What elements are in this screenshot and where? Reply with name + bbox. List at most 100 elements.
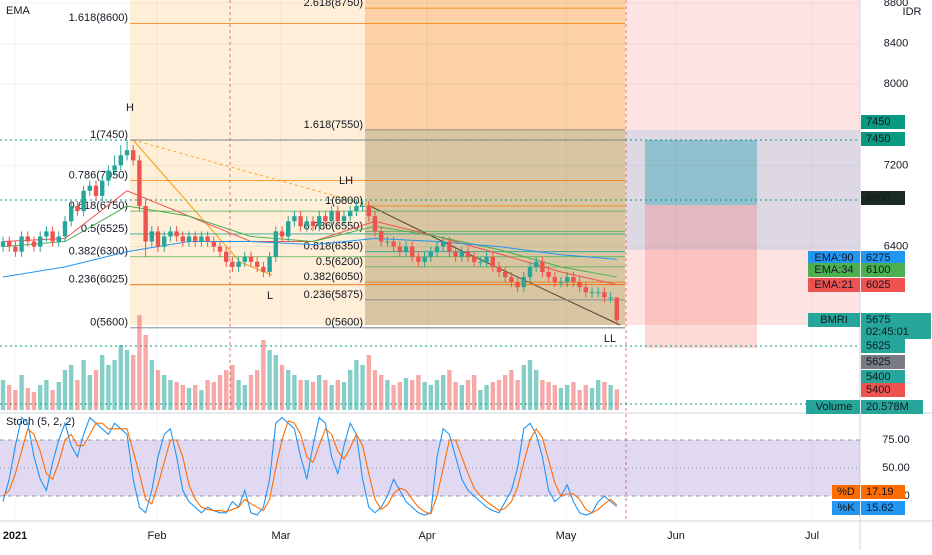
tag-value: 17.19 (866, 486, 894, 498)
volume-bar (552, 385, 557, 410)
fib-label: 0(5600) (325, 317, 363, 329)
volume-bar (453, 382, 458, 410)
currency: IDR (903, 6, 922, 18)
fib-label: 1(6800) (325, 195, 363, 207)
candle-body (81, 190, 86, 212)
candle-body (453, 251, 458, 257)
volume-bar (441, 375, 446, 410)
candle-body (428, 251, 433, 257)
candle-body (149, 231, 154, 242)
volume-bar (193, 385, 198, 410)
candle-body (118, 155, 123, 166)
candle-body (211, 241, 216, 247)
candle-body (372, 216, 378, 232)
candle-body (317, 216, 322, 227)
tag-box (861, 115, 905, 129)
annotation: LH (339, 175, 353, 187)
volume-bar (608, 385, 613, 410)
candle-body (199, 236, 204, 242)
volume-bar (335, 380, 340, 410)
candle-body (267, 256, 272, 272)
tag-name: EMA:34 (814, 264, 853, 276)
volume-bar (186, 388, 192, 410)
volume-bar (224, 370, 229, 410)
candle-body (496, 266, 502, 272)
candle-body (447, 241, 452, 252)
volume-bar (155, 370, 161, 410)
candle-body (106, 170, 111, 181)
candle-body (465, 251, 471, 257)
volume-bar (310, 382, 316, 410)
volume-bar (230, 365, 235, 410)
volume-bar (521, 365, 526, 410)
candle-body (87, 185, 92, 191)
tag-box (861, 132, 905, 146)
volume-bar (416, 375, 421, 410)
tag-name: Volume (816, 401, 853, 413)
candle-body (478, 261, 483, 263)
volume-bar (255, 370, 260, 410)
tag-name-box (808, 263, 860, 277)
candle-body (515, 282, 520, 288)
volume-bar (106, 365, 111, 410)
candle-body (441, 241, 446, 247)
y-tick-label: 8000 (884, 78, 908, 90)
volume-bar (534, 370, 539, 410)
tag-value: 7450 (866, 133, 890, 145)
candle-body (422, 256, 427, 262)
tag-value: 20.578M (866, 401, 909, 413)
volume-bar (174, 382, 179, 410)
candle-body (31, 241, 37, 247)
volume-bar (273, 355, 278, 410)
fib-label: 0.236(5875) (304, 289, 363, 301)
fib-label: 1(7450) (90, 129, 128, 141)
candle-body (248, 256, 254, 262)
volume-bar (205, 380, 210, 410)
tag-value: 6850 (866, 192, 890, 204)
volume-bar (124, 350, 130, 410)
volume-bar (137, 315, 142, 410)
volume-bar (298, 380, 303, 410)
candle-body (56, 236, 61, 242)
volume-bar (143, 335, 148, 410)
projection-zone (625, 130, 860, 250)
volume-bar (31, 392, 37, 410)
candle-body (583, 287, 588, 293)
candle-body (472, 256, 477, 262)
volume-bar (131, 355, 136, 410)
tag-box (861, 370, 905, 384)
tag-name: %D (837, 486, 855, 498)
candle-body (292, 216, 297, 222)
fib-label: 0.382(6050) (304, 271, 363, 283)
candle-body (360, 206, 365, 208)
target-box (645, 140, 757, 205)
time-label: Jul (805, 530, 819, 542)
volume-bar (168, 380, 173, 410)
volume-bar (465, 380, 471, 410)
volume-bar (100, 355, 105, 410)
candle-body (366, 206, 371, 217)
volume-bar (577, 390, 582, 410)
candle-body (416, 256, 421, 262)
candle-body (180, 236, 185, 242)
volume-bar (304, 380, 309, 410)
candle-body (217, 246, 223, 252)
volume-bar (69, 365, 74, 410)
volume-bar (329, 385, 334, 410)
time-label: Mar (272, 530, 291, 542)
volume-bar (13, 390, 18, 410)
tag-countdown: 02:45:01 (866, 326, 909, 338)
candle-body (62, 221, 68, 237)
volume-bar (149, 360, 154, 410)
tag-name: %K (837, 502, 855, 514)
volume-bar (397, 382, 402, 410)
candle-body (348, 211, 353, 217)
volume-bar (503, 375, 508, 410)
tag-box (861, 485, 905, 499)
tag-value: 5625 (866, 340, 890, 352)
tag-name: EMA:90 (814, 252, 853, 264)
volume-bar (546, 382, 551, 410)
candle-body (589, 292, 595, 294)
